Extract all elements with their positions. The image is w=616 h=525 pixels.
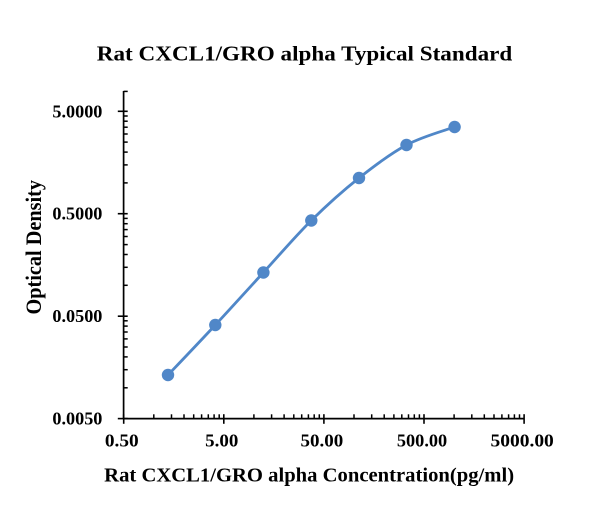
svg-text:500.00: 500.00 xyxy=(397,430,447,450)
svg-text:0.5000: 0.5000 xyxy=(52,204,102,224)
svg-text:0.0500: 0.0500 xyxy=(52,306,102,326)
svg-text:50.00: 50.00 xyxy=(301,430,344,450)
svg-text:0.0050: 0.0050 xyxy=(52,408,102,428)
svg-text:0.50: 0.50 xyxy=(105,430,139,450)
svg-text:5.00: 5.00 xyxy=(205,430,238,450)
svg-text:Rat CXCL1/GRO alpha Concentrat: Rat CXCL1/GRO alpha Concentration(pg/ml) xyxy=(104,464,514,486)
svg-text:5000.00: 5000.00 xyxy=(491,430,554,450)
svg-text:Optical Density: Optical Density xyxy=(21,180,46,315)
svg-text:5.0000: 5.0000 xyxy=(52,101,102,121)
svg-text:Rat CXCL1/GRO alpha Typical St: Rat CXCL1/GRO alpha Typical Standard xyxy=(97,42,513,66)
